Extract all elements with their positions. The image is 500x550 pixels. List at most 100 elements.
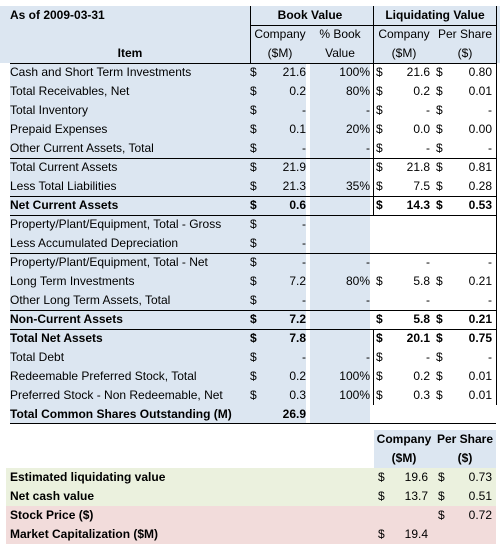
book-pct-value	[310, 215, 370, 234]
row-label: Total Receivables, Net	[10, 82, 250, 101]
per-share-dollar-sign	[436, 405, 450, 424]
summary-per-share-dollar	[438, 525, 452, 544]
per-share-value: -	[488, 103, 492, 117]
table-row: Less Accumulated Depreciation $ -	[0, 234, 500, 253]
liq-company-value	[390, 215, 430, 234]
table-row: Preferred Stock - Non Redeemable, Net $0.…	[0, 386, 500, 405]
liq-company-value: -	[426, 141, 430, 155]
per-share-value	[450, 215, 492, 234]
table-row: Cash and Short Term Investments $21.6 100%…	[0, 63, 500, 82]
summary-header-row-2: ($M) ($)	[0, 449, 500, 468]
per-share-value: 0.81	[468, 160, 492, 174]
table-row: Total Common Shares Outstanding (M) 26.9	[0, 405, 500, 424]
row-label: Net Current Assets	[10, 196, 250, 215]
liq-dollar-sign: $	[376, 160, 383, 174]
liq-dollar-sign: $	[376, 274, 383, 288]
book-value-group-header: Book Value	[277, 8, 343, 22]
book-company-value: 21.9	[264, 158, 306, 177]
per-share-dollar-sign: $	[436, 141, 443, 155]
per-share-dollar-sign	[436, 291, 450, 310]
liq-left-border-lower	[373, 329, 374, 405]
per-share-value: 0.21	[468, 312, 492, 326]
book-dollar-sign: $	[250, 215, 264, 234]
book-company-value: 7.8	[264, 329, 306, 348]
per-share-dollar-sign: $	[436, 103, 443, 117]
per-share-dollar-sign: $	[436, 388, 443, 402]
book-company-value: 7.2	[264, 310, 306, 329]
book-dollar-sign	[250, 405, 264, 424]
liq-company-value: -	[426, 350, 430, 364]
book-dollar-sign: $	[250, 63, 264, 82]
book-pct-value: 100%	[310, 367, 370, 386]
per-share-dollar-sign	[436, 234, 450, 253]
book-dollar-sign: $	[250, 272, 264, 291]
book-pct-value: 80%	[310, 82, 370, 101]
summary-company-dollar	[378, 506, 392, 525]
liq-company-value: 21.8	[406, 160, 430, 174]
book-pct-value	[310, 234, 370, 253]
book-dollar-sign: $	[250, 196, 264, 215]
as-of-date: As of 2009-03-31	[10, 8, 105, 22]
book-pct-value: -	[310, 139, 370, 158]
liq-dollar-sign	[376, 234, 390, 253]
table-row: Less Total Liabilities $21.3 35% $7.5 $0.28	[0, 177, 500, 196]
liquidating-value-group-header: Liquidating Value	[385, 8, 485, 22]
liq-dollar-sign: $	[376, 198, 383, 212]
book-sm-header: ($M)	[267, 46, 293, 60]
summary-sm-header: ($M)	[374, 449, 434, 468]
liq-dollar-sign: $	[376, 141, 383, 155]
row-separator	[10, 215, 496, 216]
book-dollar-sign: $	[250, 291, 264, 310]
row-separator	[10, 158, 496, 159]
summary-header-row-1: Company Per Share	[0, 430, 500, 449]
summary-company-value: 19.6	[404, 470, 428, 484]
summary-company-dollar: $	[378, 527, 385, 541]
summary-company-dollar: $	[378, 489, 385, 503]
per-share-value: 0.80	[468, 65, 492, 79]
book-dollar-sign: $	[250, 253, 264, 272]
header-group-underline	[250, 25, 496, 26]
book-pct-value: -	[310, 253, 370, 272]
table-row: Non-Current Assets $7.2 $5.8 $0.21	[0, 310, 500, 329]
book-dollar-sign: $	[250, 367, 264, 386]
row-label: Other Long Term Assets, Total	[10, 291, 250, 310]
summary-label: Estimated liquidating value	[10, 470, 166, 484]
table-row: Total Net Assets $7.8 $20.1 $0.75	[0, 329, 500, 348]
liq-dollar-sign	[376, 405, 390, 424]
table-row: Property/Plant/Equipment, Total - Net $ - -…	[0, 253, 500, 272]
liq-dollar-sign: $	[376, 388, 383, 402]
book-company-header: Company	[254, 27, 306, 41]
summary-row: Estimated liquidating value $19.6 $0.73	[0, 468, 500, 487]
row-label: Preferred Stock - Non Redeemable, Net	[10, 386, 250, 405]
liq-company-value: 5.8	[413, 274, 430, 288]
table-row: Long Term Investments $7.2 80% $5.8 $0.21	[0, 272, 500, 291]
liq-company-value: 0.0	[413, 122, 430, 136]
row-label: Total Debt	[10, 348, 250, 367]
book-dollar-sign: $	[250, 158, 264, 177]
summary-per-share-value: 0.51	[468, 489, 492, 503]
summary-company-header: Company	[374, 430, 434, 449]
row-label: Other Current Assets, Total	[10, 139, 250, 158]
per-share-value	[450, 405, 492, 424]
book-value-header: Value	[325, 46, 355, 60]
summary-company-value: 19.4	[404, 527, 428, 541]
book-pct-value	[310, 329, 370, 348]
book-company-value: 0.6	[264, 196, 306, 215]
liq-dollar-header: ($)	[457, 46, 473, 60]
table-row: Net Current Assets $0.6 $14.3 $0.53	[0, 196, 500, 215]
book-company-value: -	[264, 348, 306, 367]
per-share-value: 0.00	[468, 122, 492, 136]
per-share-dollar-sign: $	[436, 274, 443, 288]
book-pct-value	[310, 196, 370, 215]
liq-dollar-sign: $	[376, 65, 383, 79]
row-label: Property/Plant/Equipment, Total - Net	[10, 253, 250, 272]
liq-dollar-sign: $	[376, 179, 383, 193]
liq-company-value: 0.2	[413, 84, 430, 98]
liq-company-value: 0.3	[413, 388, 430, 402]
liq-dollar-sign	[376, 215, 390, 234]
book-dollar-sign: $	[250, 101, 264, 120]
row-label: Less Total Liabilities	[10, 177, 250, 196]
per-share-value: -	[488, 293, 492, 307]
per-share-value: -	[488, 350, 492, 364]
